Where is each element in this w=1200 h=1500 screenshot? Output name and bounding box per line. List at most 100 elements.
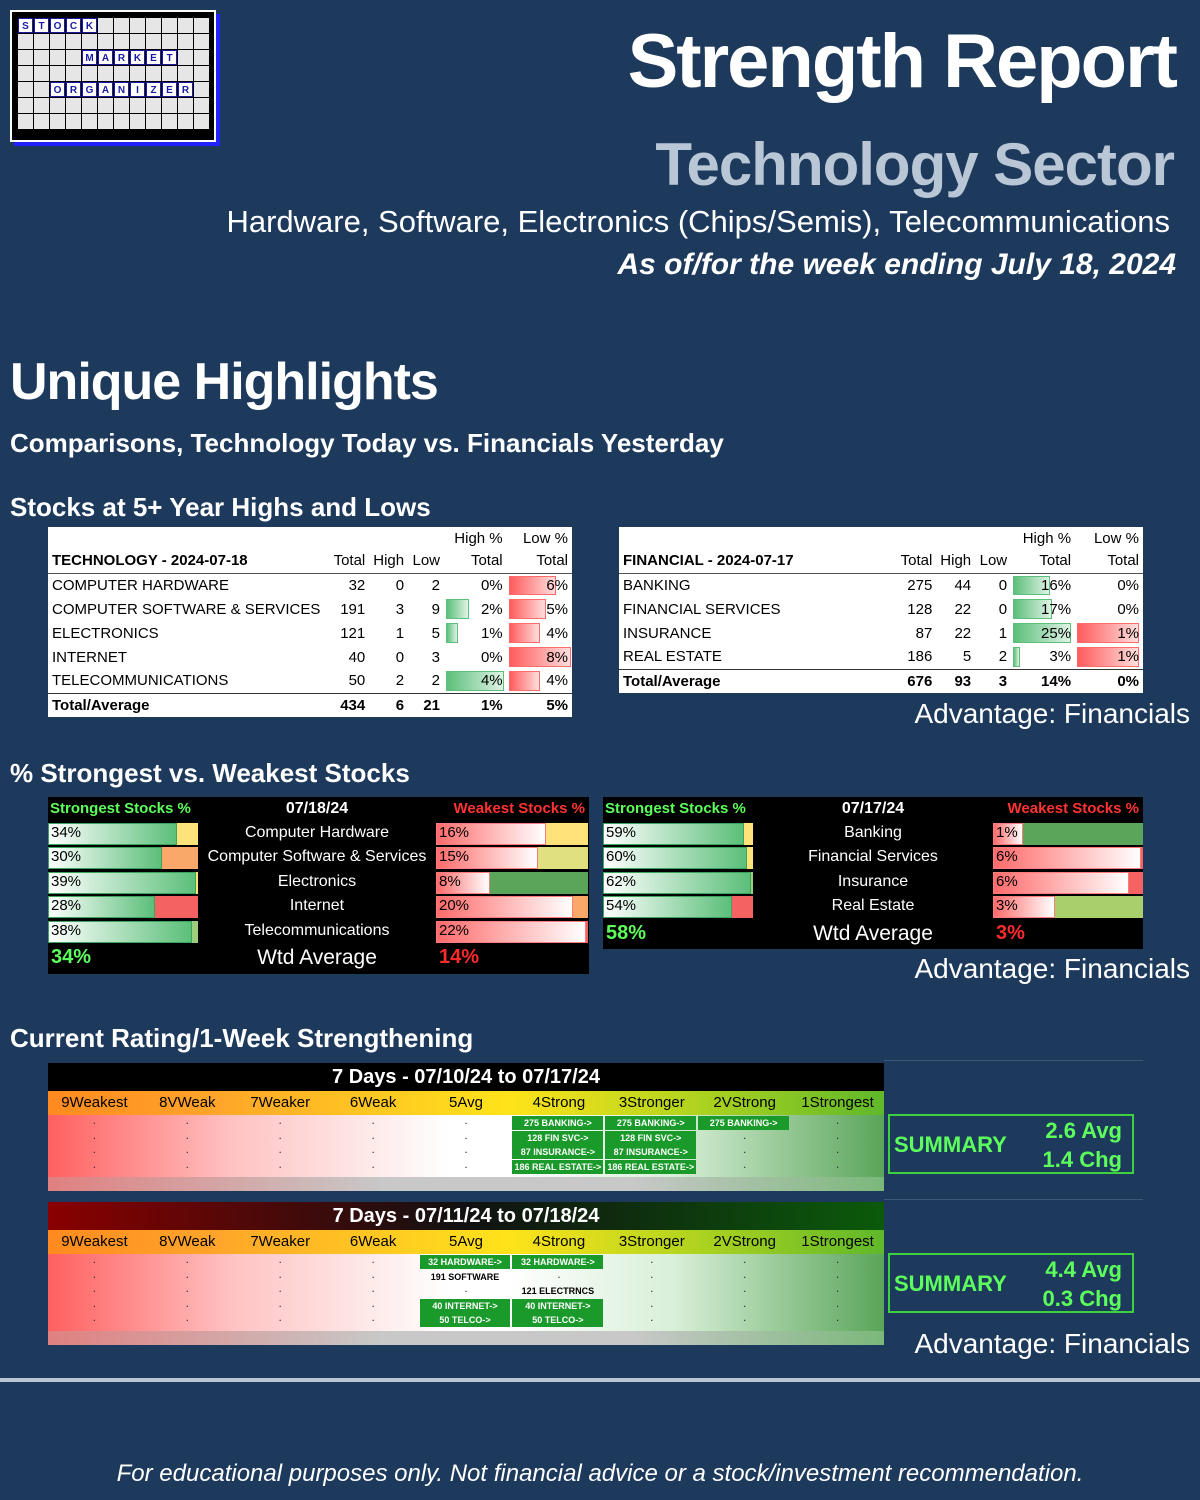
rating-column-label: 9Weakest — [61, 1094, 128, 1111]
empty-marker: . — [185, 1142, 189, 1156]
total-name: Total/Average — [48, 692, 325, 717]
table-row: FINANCIAL SERVICES 128 22 0 17% 0% — [619, 597, 1143, 621]
strongest-bar — [603, 823, 744, 845]
logo-cell: R — [66, 82, 81, 97]
cell-low_pct: 1% — [1075, 621, 1143, 645]
industry-rating-chip: 32 HARDWARE-> — [512, 1255, 604, 1269]
cell-low: 0 — [998, 600, 1008, 618]
table-row: ELECTRONICS 121 1 5 1% 4% — [48, 621, 572, 645]
total-low: 3 — [975, 668, 1012, 693]
logo-cell — [98, 18, 113, 33]
empty-marker: . — [371, 1113, 375, 1127]
weakest-bar — [436, 871, 490, 894]
financial-rating-grid: 7 Days - 07/10/24 to 07/17/24 9Weakest 8VW… — [48, 1063, 884, 1191]
empty-marker: . — [464, 1127, 468, 1142]
avg-weakest: 3% — [996, 921, 1025, 944]
logo-cell — [146, 34, 161, 49]
table-row: TELECOMMUNICATIONS 50 2 2 4% 4% — [48, 669, 572, 693]
high_pct-value: 4% — [480, 672, 503, 690]
advantage-strong-weak: Advantage: Financials — [914, 953, 1190, 984]
weakest-bar — [993, 823, 1023, 845]
summary-label: SUMMARY — [894, 1271, 1007, 1296]
empty-marker: . — [650, 1266, 654, 1281]
industry-name: ELECTRONICS — [52, 624, 159, 642]
empty-marker: . — [278, 1113, 282, 1127]
empty-marker: . — [92, 1281, 97, 1295]
empty-marker: . — [742, 1310, 747, 1324]
industry-name: COMPUTER HARDWARE — [52, 576, 229, 594]
column-header: High — [369, 549, 409, 574]
empty-marker: . — [835, 1310, 840, 1324]
industry-rating-chip: 275 BANKING-> — [605, 1116, 697, 1130]
cell-total: 275 — [907, 576, 933, 594]
strongest-bar — [48, 920, 192, 943]
logo-cell — [130, 114, 145, 129]
high_pct-value: 16% — [1041, 576, 1072, 594]
high_pct-bar — [1013, 575, 1051, 595]
cell-low_pct: 8% — [507, 645, 572, 669]
logo-cell: Z — [146, 82, 161, 97]
cell-total: 50 — [348, 672, 366, 690]
cell-high_pct: 0% — [444, 645, 507, 669]
weakest-header: Weakest Stocks % — [1007, 800, 1139, 817]
logo-cell: K — [130, 50, 145, 65]
empty-marker: . — [278, 1295, 282, 1310]
high_pct-value: 0% — [480, 576, 503, 594]
empty-marker: . — [835, 1127, 840, 1142]
empty-marker: . — [371, 1281, 375, 1295]
empty-marker: . — [464, 1281, 468, 1295]
weakest-value: 6% — [996, 848, 1018, 866]
logo-cell: E — [146, 50, 161, 65]
avg-strongest: 34% — [51, 946, 92, 968]
summary-avg: 2.6 Avg — [1045, 1118, 1122, 1143]
table-row: COMPUTER SOFTWARE & SERVICES 191 3 9 2% 5% — [48, 597, 572, 621]
strongest-value: 60% — [606, 848, 637, 866]
rating-column-label: 9Weakest — [61, 1233, 128, 1250]
logo-cell — [98, 114, 113, 129]
cell-high: 0 — [395, 576, 405, 594]
logo-cell — [130, 18, 145, 33]
logo-cell — [114, 114, 129, 129]
total-low_pct: 0% — [1075, 668, 1143, 693]
strongest-bar — [48, 823, 177, 845]
logo-cell: R — [114, 50, 129, 65]
total-total: 434 — [324, 692, 370, 717]
low_pct-value: 1% — [1117, 624, 1139, 642]
industry-rating-chip: 40 INTERNET-> — [512, 1298, 604, 1313]
industry-name: COMPUTER SOFTWARE & SERVICES — [52, 600, 321, 618]
low_pct-value: 0% — [1117, 576, 1139, 594]
header-cell: Low % — [522, 529, 568, 547]
empty-marker: . — [278, 1127, 282, 1142]
advantage-highs-lows: Advantage: Financials — [914, 698, 1190, 729]
empty-marker: . — [185, 1295, 189, 1310]
industry-name: Computer Software & Services — [207, 848, 427, 866]
logo-cell: O — [50, 82, 65, 97]
cell-low: 2 — [998, 648, 1008, 666]
column-header: Low — [408, 549, 445, 574]
grid-separator — [884, 1199, 1143, 1200]
rating-column-label: 5Avg — [449, 1094, 483, 1111]
weakest-bar — [993, 847, 1141, 870]
empty-marker: . — [371, 1142, 375, 1156]
advantage-rating: Advantage: Financials — [914, 1328, 1190, 1359]
low_pct-bar — [508, 647, 571, 667]
rating-columns: 9Weakest 8VWeak 7Weaker 6Weak 5Avg 4Strong 3St… — [48, 1091, 884, 1115]
logo-cell: A — [98, 50, 113, 65]
logo-cell — [66, 34, 81, 49]
empty-marker: . — [278, 1310, 282, 1324]
logo-cell — [130, 98, 145, 113]
comparison-heading: Comparisons, Technology Today vs. Financ… — [10, 428, 724, 458]
empty-marker: . — [92, 1142, 97, 1156]
logo-cell — [34, 50, 49, 65]
empty-marker: . — [92, 1113, 97, 1127]
logo-cell: T — [162, 50, 177, 65]
cell-low: 2 — [431, 672, 441, 690]
logo-cell — [146, 98, 161, 113]
logo-cell — [146, 18, 161, 33]
logo-cell — [50, 114, 65, 129]
column-header: Total — [324, 549, 370, 574]
unique-highlights-heading: Unique Highlights — [10, 353, 439, 411]
industry-rating-chip: 186 REAL ESTATE-> — [605, 1159, 697, 1174]
avg-strongest: 58% — [606, 921, 647, 944]
industry-name: INSURANCE — [623, 624, 712, 642]
